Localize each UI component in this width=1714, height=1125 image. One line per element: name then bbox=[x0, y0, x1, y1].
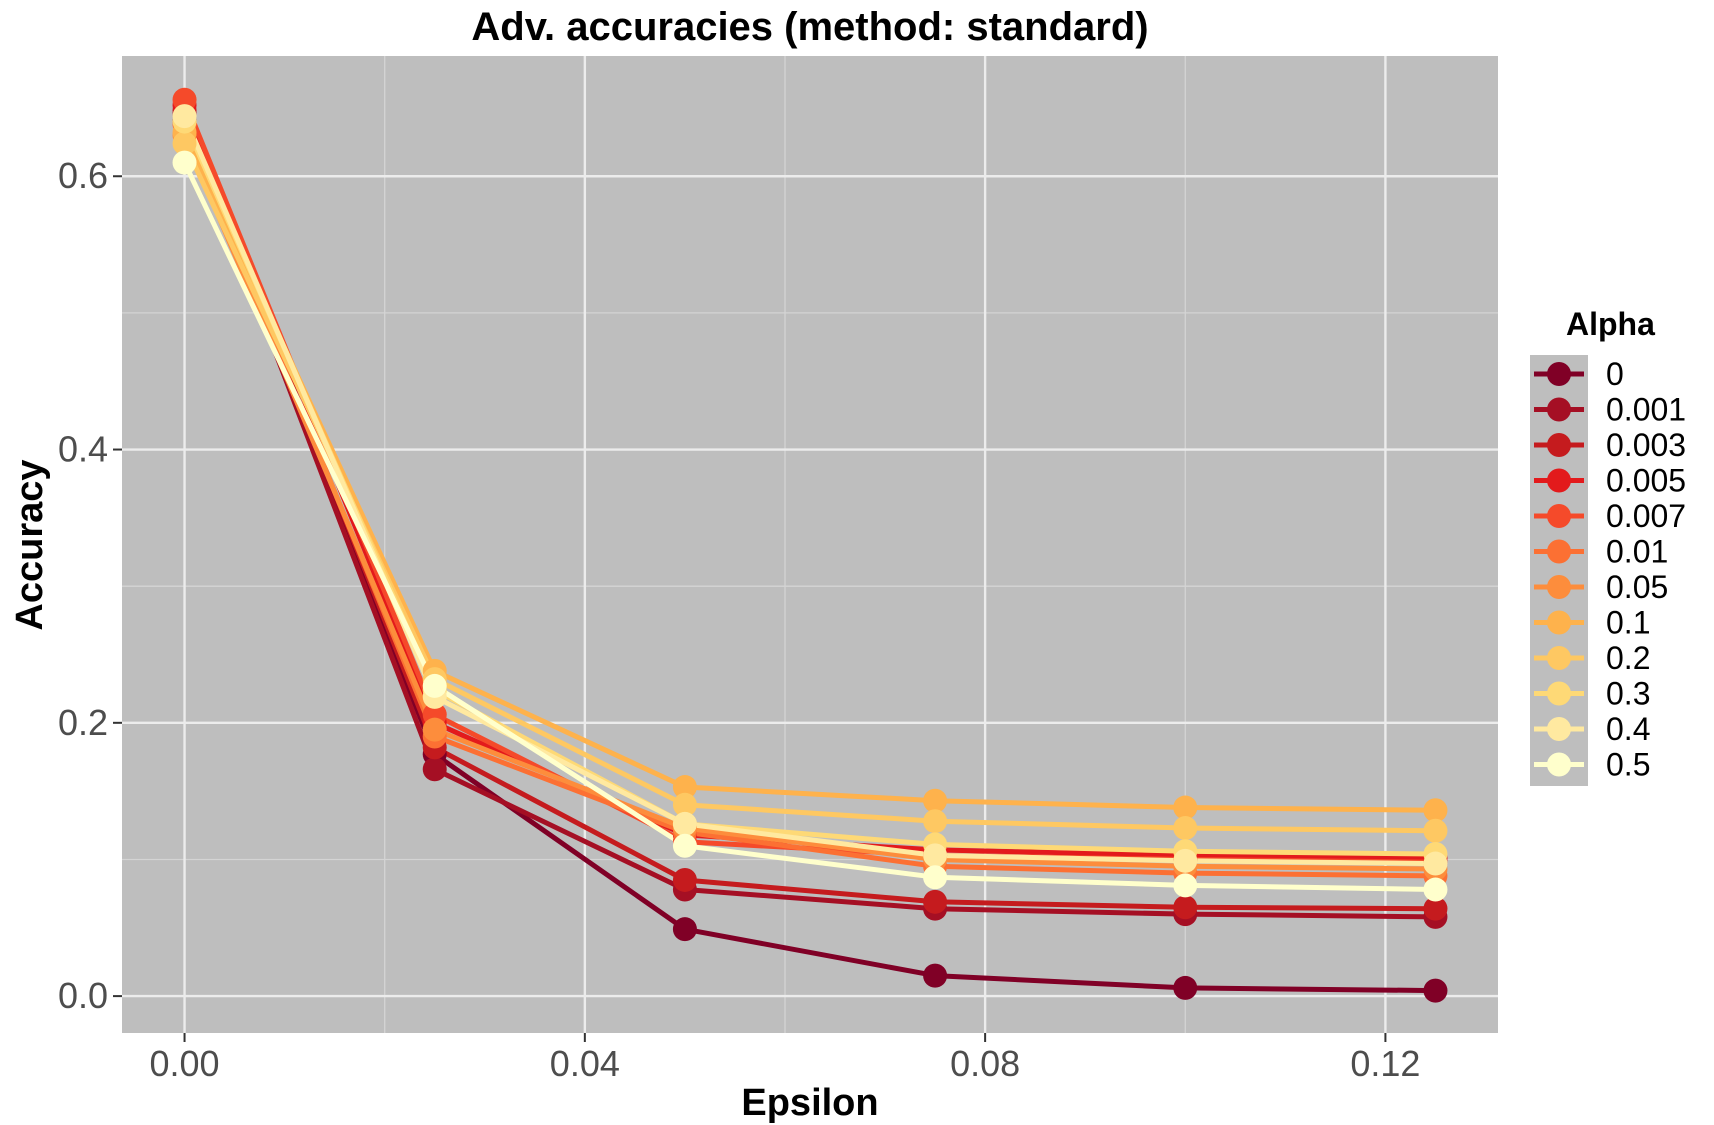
legend-key-point bbox=[1547, 752, 1571, 777]
data-point bbox=[923, 963, 948, 988]
data-point bbox=[1173, 895, 1198, 920]
data-point bbox=[672, 792, 697, 817]
data-point bbox=[1423, 798, 1448, 823]
y-axis-ticks: 0.0 0.2 0.4 0.6 bbox=[58, 155, 122, 1016]
data-point bbox=[1423, 818, 1448, 843]
data-point bbox=[672, 811, 697, 836]
legend-key-point bbox=[1547, 504, 1571, 528]
data-point bbox=[422, 757, 447, 782]
data-point bbox=[672, 917, 697, 942]
series-lines bbox=[182, 98, 1436, 994]
y-tick-label: 0.6 bbox=[58, 155, 108, 196]
legend-key-point bbox=[1547, 717, 1571, 741]
data-point bbox=[1173, 816, 1198, 841]
series-line bbox=[182, 109, 1436, 912]
data-point bbox=[1173, 848, 1198, 873]
legend-label: 0.2 bbox=[1606, 640, 1650, 676]
grid-major bbox=[122, 56, 1498, 1033]
series-line bbox=[182, 161, 1436, 892]
legend-key-point bbox=[1547, 539, 1571, 564]
series-line bbox=[182, 131, 1436, 813]
legend-key-point bbox=[1547, 681, 1571, 706]
y-axis-title: Accuracy bbox=[9, 459, 51, 630]
x-axis-ticks: 0.00 0.04 0.08 0.12 bbox=[150, 1033, 1420, 1084]
legend-label: 0.4 bbox=[1606, 711, 1650, 747]
legend-label: 0.1 bbox=[1606, 605, 1650, 641]
legend-key-point bbox=[1547, 646, 1571, 670]
legend-key-point bbox=[1547, 433, 1571, 457]
legend: Alpha 00.0010.0030.0050.0070.010.050.10.… bbox=[1530, 306, 1686, 786]
data-point bbox=[923, 889, 948, 914]
x-tick-label: 0.00 bbox=[150, 1043, 220, 1084]
legend-label: 0 bbox=[1606, 356, 1624, 392]
data-point bbox=[172, 104, 197, 129]
legend-key-point bbox=[1547, 468, 1571, 493]
y-tick-label: 0.0 bbox=[58, 975, 108, 1016]
data-point bbox=[1173, 795, 1198, 820]
data-point bbox=[1423, 896, 1448, 921]
data-point bbox=[1423, 877, 1448, 902]
legend-label: 0.5 bbox=[1606, 747, 1650, 783]
legend-label: 0.01 bbox=[1606, 534, 1668, 570]
legend-title: Alpha bbox=[1566, 306, 1655, 342]
data-point bbox=[422, 673, 447, 698]
series-line bbox=[182, 113, 1436, 920]
data-point bbox=[422, 717, 447, 742]
data-point bbox=[923, 865, 948, 890]
legend-label: 0.05 bbox=[1606, 569, 1668, 605]
legend-label: 0.007 bbox=[1606, 498, 1686, 534]
data-point bbox=[172, 150, 197, 175]
data-point bbox=[1173, 975, 1198, 1000]
x-axis-title: Epsilon bbox=[741, 1082, 878, 1124]
legend-label: 0.005 bbox=[1606, 463, 1686, 499]
legend-key-point bbox=[1547, 397, 1571, 422]
legend-key-point bbox=[1547, 575, 1571, 599]
series-points bbox=[172, 87, 1448, 1003]
x-tick-label: 0.08 bbox=[950, 1043, 1020, 1084]
chart-title: Adv. accuracies (method: standard) bbox=[471, 5, 1148, 49]
data-point bbox=[923, 788, 948, 813]
legend-key-point bbox=[1547, 610, 1571, 635]
data-point bbox=[672, 775, 697, 800]
data-point bbox=[672, 833, 697, 858]
data-point bbox=[672, 867, 697, 892]
data-point bbox=[1173, 873, 1198, 898]
series-line bbox=[182, 134, 1436, 872]
series-line bbox=[182, 120, 1436, 994]
legend-label: 0.3 bbox=[1606, 676, 1650, 712]
legend-key-point bbox=[1547, 362, 1571, 386]
data-point bbox=[172, 87, 197, 112]
data-point bbox=[1423, 978, 1448, 1003]
x-tick-label: 0.04 bbox=[550, 1043, 620, 1084]
legend-label: 0.001 bbox=[1606, 392, 1686, 428]
data-point bbox=[923, 809, 948, 834]
legend-key-background bbox=[1530, 355, 1588, 786]
y-tick-label: 0.2 bbox=[58, 702, 108, 743]
legend-items: 00.0010.0030.0050.0070.010.050.10.20.30.… bbox=[1534, 356, 1686, 783]
y-tick-label: 0.4 bbox=[58, 429, 108, 470]
x-tick-label: 0.12 bbox=[1350, 1043, 1420, 1084]
legend-label: 0.003 bbox=[1606, 427, 1686, 463]
data-point bbox=[1423, 851, 1448, 876]
data-point bbox=[923, 843, 948, 868]
data-point bbox=[172, 131, 197, 156]
